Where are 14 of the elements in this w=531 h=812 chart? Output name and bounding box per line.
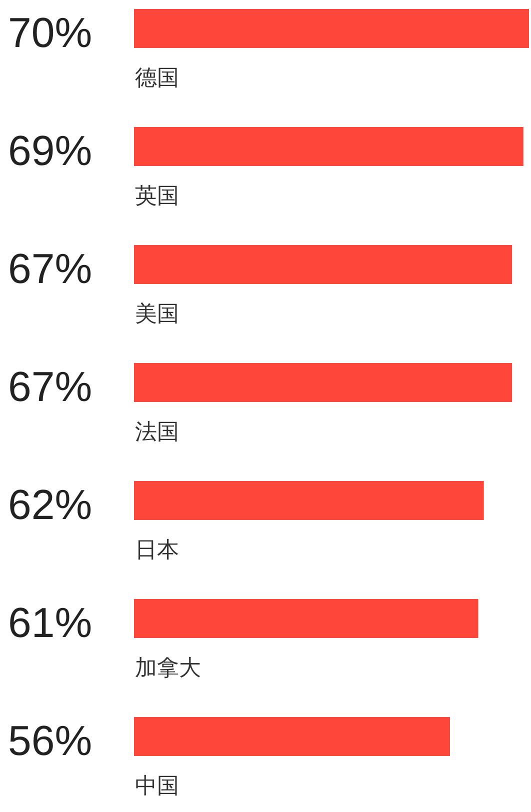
y-tick-label: 日本 bbox=[135, 537, 179, 562]
y-tick-label: 德国 bbox=[135, 65, 179, 90]
data-label: 67% bbox=[8, 245, 92, 292]
data-label: 70% bbox=[8, 9, 92, 56]
y-tick-label: 英国 bbox=[135, 183, 179, 208]
data-label: 61% bbox=[8, 599, 92, 646]
y-tick-label: 美国 bbox=[135, 301, 179, 326]
data-label: 67% bbox=[8, 363, 92, 410]
data-label: 62% bbox=[8, 481, 92, 528]
data-label: 56% bbox=[8, 717, 92, 764]
y-tick-label: 加拿大 bbox=[135, 655, 201, 680]
y-tick-label: 法国 bbox=[135, 419, 179, 444]
data-label: 69% bbox=[8, 127, 92, 174]
y-tick-label: 中国 bbox=[135, 773, 179, 798]
